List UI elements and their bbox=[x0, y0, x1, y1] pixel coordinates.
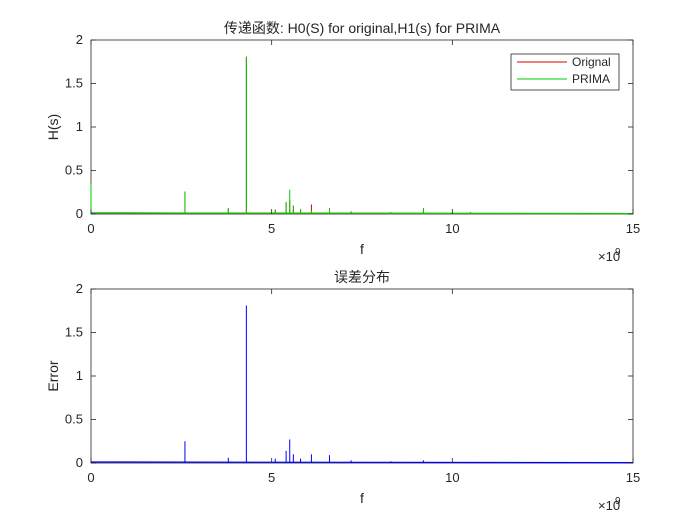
bottom-y-tick-label: 1 bbox=[76, 368, 83, 383]
top-x-tick-label: 15 bbox=[626, 221, 640, 236]
bottom-series-0-baseline bbox=[90, 461, 634, 464]
top-y-tick-label: 0.5 bbox=[65, 163, 83, 178]
top-prima-baseline bbox=[90, 212, 634, 215]
bottom-chart-title: 误差分布 bbox=[334, 269, 390, 285]
top-x-tick-label: 0 bbox=[87, 221, 94, 236]
bottom-x-tick-label: 10 bbox=[445, 470, 459, 485]
bottom-x-exponent-power: 9 bbox=[615, 496, 621, 507]
bottom-x-tick-label: 15 bbox=[626, 470, 640, 485]
top-x-tick-label: 5 bbox=[268, 221, 275, 236]
top-chart-title: 传递函数: H0(S) for original,H1(s) for PRIMA bbox=[224, 20, 501, 36]
top-x-exponent: ×10 9 bbox=[598, 247, 621, 264]
top-y-ticks: 0 0.5 1 1.5 2 bbox=[65, 32, 633, 221]
top-x-exponent-base: ×10 bbox=[598, 249, 620, 264]
top-y-tick-label: 0 bbox=[76, 206, 83, 221]
bottom-plot-box bbox=[90, 288, 634, 464]
bottom-y-tick-label: 1.5 bbox=[65, 325, 83, 340]
legend-label-prima: PRIMA bbox=[572, 72, 610, 86]
top-x-exponent-power: 9 bbox=[615, 247, 621, 258]
top-series-layer bbox=[90, 56, 634, 215]
top-y-tick-label: 1 bbox=[76, 119, 83, 134]
top-axes: 0 5 10 15 0 0.5 1 1.5 2 传递函数: H0(S) for origina… bbox=[45, 20, 640, 264]
top-x-ticks: 0 5 10 15 bbox=[87, 40, 640, 236]
bottom-axes: 0 5 10 15 0 0.5 1 1.5 2 误差分布 f Error ×10 9 bbox=[45, 269, 640, 513]
bottom-y-ticks: 0 0.5 1 1.5 2 bbox=[65, 281, 633, 470]
top-x-axis-label: f bbox=[360, 241, 364, 257]
bottom-x-tick-label: 0 bbox=[87, 470, 94, 485]
bottom-y-tick-label: 0 bbox=[76, 455, 83, 470]
legend: Orignal PRIMA bbox=[510, 53, 620, 91]
top-y-axis-label: H(s) bbox=[45, 114, 61, 140]
bottom-x-tick-label: 5 bbox=[268, 470, 275, 485]
bottom-x-axis-label: f bbox=[360, 490, 364, 506]
bottom-x-exponent: ×10 9 bbox=[598, 496, 621, 513]
top-y-tick-label: 1.5 bbox=[65, 76, 83, 91]
bottom-y-tick-label: 0.5 bbox=[65, 412, 83, 427]
legend-box bbox=[510, 53, 620, 91]
top-x-tick-label: 10 bbox=[445, 221, 459, 236]
bottom-x-exponent-base: ×10 bbox=[598, 498, 620, 513]
top-y-tick-label: 2 bbox=[76, 32, 83, 47]
bottom-x-ticks: 0 5 10 15 bbox=[87, 289, 640, 485]
bottom-y-tick-label: 2 bbox=[76, 281, 83, 296]
bottom-y-axis-label: Error bbox=[45, 360, 61, 391]
legend-label-orignal: Orignal bbox=[572, 55, 611, 69]
